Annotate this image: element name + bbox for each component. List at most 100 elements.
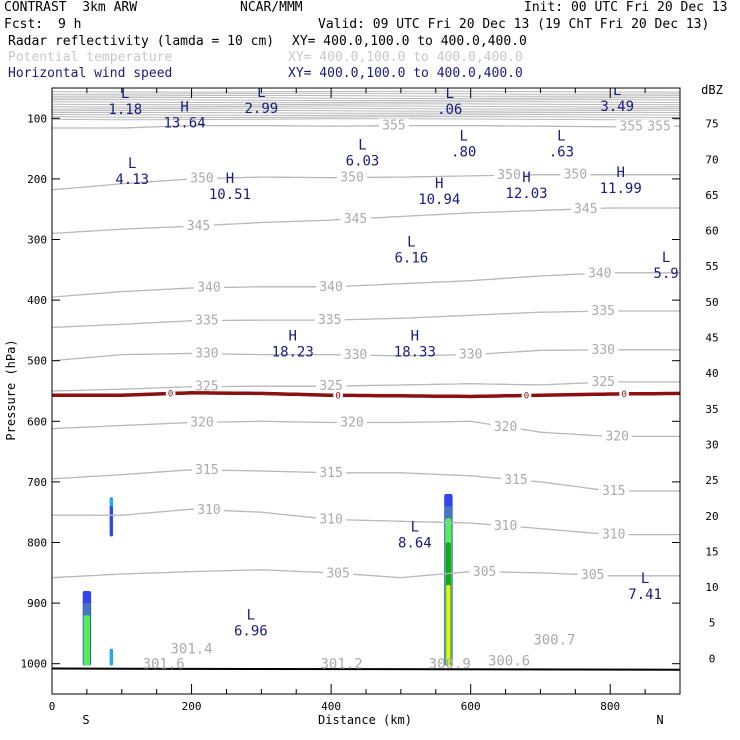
- plot-area: 355 355 355 350 350 350 350 345 345 345 340 340 340 3…: [21, 83, 681, 713]
- contour-label-bg: [616, 119, 647, 133]
- field-name-theta: Potential temperature: [8, 50, 173, 65]
- contour-label-bg: [191, 463, 222, 477]
- theta-contour-label: 305: [326, 566, 349, 581]
- wind-center-value: .63: [549, 145, 574, 161]
- x-tick-label: 400: [321, 700, 341, 713]
- theta-contour-label: 340: [319, 280, 342, 295]
- contour-label-bg: [644, 119, 675, 133]
- y-tick-label: 600: [27, 415, 47, 428]
- wind-center-value: 6.03: [346, 154, 380, 170]
- theta-contour-355: [52, 124, 680, 129]
- field-xy-reflectivity: XY= 400.0,100.0 to 400.0,400.0: [292, 34, 527, 49]
- wind-center-type: H: [435, 176, 443, 192]
- contour-label-bg: [183, 218, 214, 232]
- theta-upper-contour: [52, 109, 680, 112]
- contour-label-bg: [602, 429, 633, 443]
- y-tick-label: 500: [27, 355, 47, 368]
- theta-contour-325: [52, 381, 680, 392]
- contour-label-bg: [588, 375, 619, 389]
- x-tick-label: 600: [461, 700, 481, 713]
- x-start-label: S: [82, 713, 89, 727]
- colorbar-label: 30: [705, 438, 718, 451]
- theta-upper-contour: [52, 92, 680, 95]
- x-tick-label: 0: [49, 700, 56, 713]
- colorbar-label: 20: [705, 510, 718, 523]
- contour-label-bg: [340, 211, 371, 225]
- ground-line: [52, 667, 680, 671]
- x-tick-label: 800: [600, 700, 620, 713]
- theta-center-value: 301.6: [143, 657, 185, 673]
- wind-center-type: L: [411, 519, 419, 535]
- wind-center-type: L: [121, 86, 129, 102]
- wind-center-value: 6.96: [234, 623, 268, 639]
- reflectivity-cell: [446, 584, 451, 666]
- theta-contour-label: 320: [494, 420, 517, 435]
- wind-center-value: 13.64: [163, 116, 205, 132]
- theta-upper-contour: [52, 94, 680, 97]
- theta-contour-label: 325: [592, 375, 615, 390]
- theta-contour-label: 330: [459, 348, 482, 363]
- theta-contour-label: 320: [190, 415, 213, 430]
- contour-label-bg: [337, 170, 368, 184]
- contour-label-bg: [588, 304, 619, 318]
- colorbar-label: 0: [709, 652, 716, 665]
- theta-center-value: 300.6: [488, 654, 530, 670]
- theta-contour-label: 315: [319, 466, 342, 481]
- theta-contour-label: 320: [605, 429, 628, 444]
- x-tick-label: 200: [182, 700, 202, 713]
- colorbar-label: 65: [705, 189, 718, 202]
- wind-center-value: 5.9: [653, 266, 678, 282]
- theta-contour-label: 315: [504, 473, 527, 488]
- colorbar-label: 60: [705, 225, 718, 238]
- colorbar-label: 40: [705, 367, 718, 380]
- wind-center-type: L: [358, 138, 366, 154]
- plot-contents: 355 355 355 350 350 350 350 345 345 345 340 340 340 3…: [52, 83, 680, 673]
- wind-center-type: H: [411, 329, 419, 345]
- field-xy-theta: XY= 400.0,100.0 to 400.0,400.0: [288, 50, 523, 65]
- theta-contour-label: 310: [602, 528, 625, 543]
- wind-center-value: 3.49: [600, 99, 634, 115]
- theta-contour-label: 335: [195, 314, 218, 329]
- contour-label-bg: [314, 313, 345, 327]
- colorbar-unit: dBZ: [701, 83, 723, 97]
- theta-contour-label: 330: [344, 348, 367, 363]
- theta-contour-label: 345: [574, 202, 597, 217]
- wind-center-type: L: [247, 607, 255, 623]
- wind-center-value: .80: [451, 145, 476, 161]
- colorbar-label: 75: [705, 118, 718, 131]
- colorbar-label: 45: [705, 332, 718, 345]
- wind-center-type: L: [662, 250, 670, 266]
- wind-center-type: L: [613, 83, 621, 99]
- wind-center-type: L: [407, 235, 415, 251]
- colorbar-label: 55: [705, 260, 718, 273]
- theta-contour-label: 330: [592, 343, 615, 358]
- theta-contour-label: 325: [195, 380, 218, 395]
- zero-line-label-bg: [521, 391, 532, 400]
- theta-contour-label: 345: [344, 212, 367, 227]
- zero-line-label-bg: [333, 391, 344, 400]
- wind-center-value: 1.18: [108, 102, 142, 118]
- contour-label-bg: [191, 379, 222, 393]
- zero-line-label: 0: [335, 391, 340, 401]
- colorbar-label: 5: [709, 617, 716, 630]
- contour-label-bg: [577, 568, 608, 582]
- colorbar-label: 70: [705, 153, 718, 166]
- wind-center-type: L: [557, 129, 565, 145]
- y-tick-label: 300: [27, 234, 47, 247]
- theta-center-value: 301.4: [170, 642, 212, 658]
- wind-center-value: 18.33: [394, 345, 436, 361]
- theta-contour-label: 325: [319, 379, 342, 394]
- contour-label-bg: [194, 280, 224, 294]
- wind-center-type: L: [641, 571, 649, 587]
- contour-label-bg: [323, 566, 354, 580]
- theta-upper-contour: [52, 116, 680, 118]
- wind-center-value: 8.64: [398, 535, 432, 551]
- reflectivity-zero-line: [52, 391, 680, 399]
- contour-label-bg: [191, 346, 222, 360]
- contour-label-bg: [191, 313, 222, 327]
- theta-contour-310: [52, 508, 680, 536]
- wind-center-value: 10.51: [209, 187, 251, 203]
- wind-center-type: H: [616, 165, 624, 181]
- wind-center-type: H: [289, 329, 297, 345]
